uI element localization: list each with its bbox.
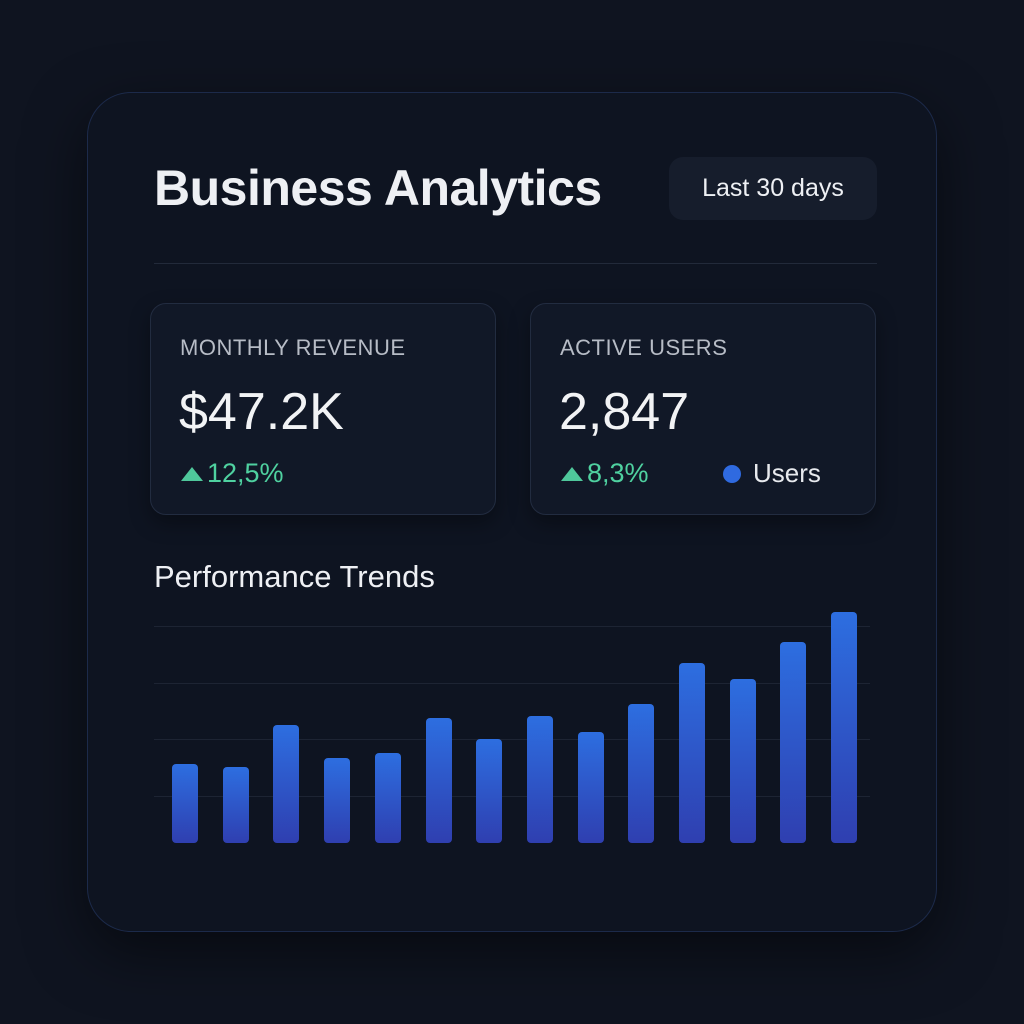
bar-7 xyxy=(476,739,503,843)
bar-8 xyxy=(526,715,553,843)
date-range-button[interactable]: Last 30 days xyxy=(669,157,877,220)
kpi-value: 2,847 xyxy=(559,383,690,441)
analytics-card: Business Analytics Last 30 days MONTHLY … xyxy=(87,92,937,932)
legend-label: Users xyxy=(753,458,821,488)
kpi-label: MONTHLY REVENUE xyxy=(180,335,406,360)
page-title: Business Analytics xyxy=(154,160,602,216)
kpi-change: 12,5% xyxy=(181,458,284,489)
kpi-card-users: ACTIVE USERS 2,847 8,3% Users xyxy=(530,303,876,515)
bar-14 xyxy=(831,612,858,843)
legend-dot-icon xyxy=(723,464,741,483)
kpi-change-value: 12,5% xyxy=(207,458,284,488)
kpi-value: $47.2K xyxy=(179,383,344,441)
kpi-change-value: 8,3% xyxy=(587,458,649,488)
gridline xyxy=(154,683,870,684)
bar-11 xyxy=(679,662,705,843)
bar-1 xyxy=(172,764,198,843)
bar-5 xyxy=(374,752,401,843)
gridline xyxy=(154,739,870,740)
divider xyxy=(154,263,877,264)
kpi-card-revenue: MONTHLY REVENUE $47.2K 12,5% xyxy=(150,303,496,515)
gridline xyxy=(154,796,870,797)
trend-up-icon xyxy=(181,466,203,481)
kpi-change: 8,3% xyxy=(561,458,649,489)
section-title: Performance Trends xyxy=(154,559,435,594)
bar-6 xyxy=(425,718,452,843)
bar-9 xyxy=(577,732,604,843)
bar-3 xyxy=(273,725,300,843)
bar-4 xyxy=(324,757,351,843)
gridline xyxy=(154,626,870,627)
bar-10 xyxy=(628,704,655,843)
legend-users: Users xyxy=(723,458,821,489)
kpi-label: ACTIVE USERS xyxy=(560,335,728,360)
bar-2 xyxy=(222,766,249,843)
bar-12 xyxy=(729,679,756,843)
trend-up-icon xyxy=(561,466,583,481)
performance-bar-chart xyxy=(154,593,870,853)
bar-13 xyxy=(780,642,807,843)
